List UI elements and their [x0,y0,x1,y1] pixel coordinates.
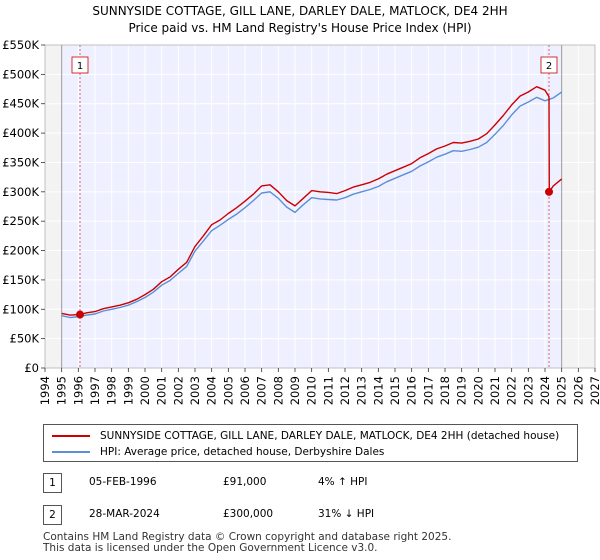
transaction-date: 28-MAR-2024 [89,508,160,520]
y-tick-label: £500K [2,67,39,81]
series-lines [61,85,563,319]
x-tick-label: 1996 [71,376,85,405]
property-price-line [61,85,563,316]
x-tick-label: 2026 [571,376,585,405]
transaction-number: 2 [43,505,62,525]
sale-point [545,187,553,196]
x-tick-label: 2005 [221,376,235,405]
hpi-line [61,91,563,319]
x-tick-label: 2024 [538,376,552,405]
x-tick-label: 2019 [455,376,469,405]
y-tick-label: £450K [2,97,39,111]
x-tick-label: 2002 [171,376,185,405]
x-tick-label: 2000 [138,376,152,405]
x-tick-label: 2020 [471,376,485,405]
x-tick-label: 1998 [105,376,119,405]
x-tick-label: 2025 [555,376,569,405]
x-axis-ticks: 1994 1995 1996 1997 1998 1999 2000 2001 2002 2003… [38,368,600,405]
legend-item-property: SUNNYSIDE COTTAGE, GILL LANE, DARLEY DAL… [52,428,559,443]
sale-point [76,310,84,319]
y-tick-label: £400K [2,126,39,140]
transaction-hpi-diff: 4% ↑ HPI [318,476,368,488]
x-tick-label: 2009 [288,376,302,405]
transaction-hpi-diff: 31% ↓ HPI [318,508,375,520]
transaction-number: 1 [43,473,62,493]
legend-label-hpi: HPI: Average price, detached house, Derb… [100,445,385,458]
y-tick-label: £350K [2,155,39,169]
legend-label-property: SUNNYSIDE COTTAGE, GILL LANE, DARLEY DAL… [100,429,560,442]
legend-swatch-hpi [52,450,90,453]
legend-swatch-property [52,434,90,437]
x-tick-label: 2014 [371,376,385,405]
chart-title-line-1: SUNNYSIDE COTTAGE, GILL LANE, DARLEY DAL… [92,4,508,18]
sale-marker-box [540,56,558,74]
transaction-price: £300,000 [223,508,274,520]
y-tick-label: £550K [2,38,39,52]
sale-marker-label: 2 [546,61,552,72]
legend-item-hpi: HPI: Average price, detached house, Derb… [52,444,384,459]
x-tick-label: 2023 [521,376,535,405]
y-axis-ticks: £0 £50K £100K £150K £200K £250K £300K £350K £400… [2,38,45,375]
x-tick-label: 2011 [321,376,335,405]
y-tick-label: £100K [2,302,39,316]
x-tick-label: 2018 [438,376,452,405]
footer-line-2: This data is licensed under the Open Gov… [43,542,378,554]
x-tick-label: 1997 [88,376,102,405]
x-tick-label: 2015 [388,376,402,405]
chart-title-line-2: Price paid vs. HM Land Registry's House … [128,21,472,35]
x-tick-label: 2012 [338,376,352,405]
x-tick-label: 2004 [205,376,219,405]
sale-marker-box [71,56,89,74]
x-tick-label: 2001 [155,376,169,405]
x-tick-label: 2017 [421,376,435,405]
footer-attribution: Contains HM Land Registry data © Crown c… [43,532,451,554]
plot-background [45,45,595,368]
y-tick-label: £150K [2,273,39,287]
x-tick-label: 2016 [405,376,419,405]
x-tick-label: 1995 [55,376,69,405]
x-tick-label: 2022 [505,376,519,405]
x-tick-label: 1994 [38,376,52,405]
y-tick-label: £200K [2,244,39,258]
transaction-price: £91,000 [223,476,267,488]
x-tick-label: 1999 [121,376,135,405]
x-tick-label: 2003 [188,376,202,405]
sale-marker-label: 1 [77,61,83,72]
hatch-left [45,45,62,368]
x-tick-label: 2008 [271,376,285,405]
y-tick-label: £0 [24,361,39,375]
footer-line-1: Contains HM Land Registry data © Crown c… [43,531,452,543]
y-tick-label: £300K [2,185,39,199]
x-tick-label: 2027 [588,376,600,405]
x-tick-label: 2021 [488,376,502,405]
transaction-date: 05-FEB-1996 [89,476,157,488]
plot-frame [44,44,596,369]
y-tick-label: £50K [10,332,40,346]
chart-title: SUNNYSIDE COTTAGE, GILL LANE, DARLEY DAL… [0,3,600,37]
x-tick-label: 2010 [305,376,319,405]
y-tick-label: £250K [2,214,39,228]
x-tick-label: 2007 [255,376,269,405]
x-tick-label: 2013 [355,376,369,405]
legend: SUNNYSIDE COTTAGE, GILL LANE, DARLEY DAL… [43,424,578,462]
x-tick-label: 2006 [238,376,252,405]
